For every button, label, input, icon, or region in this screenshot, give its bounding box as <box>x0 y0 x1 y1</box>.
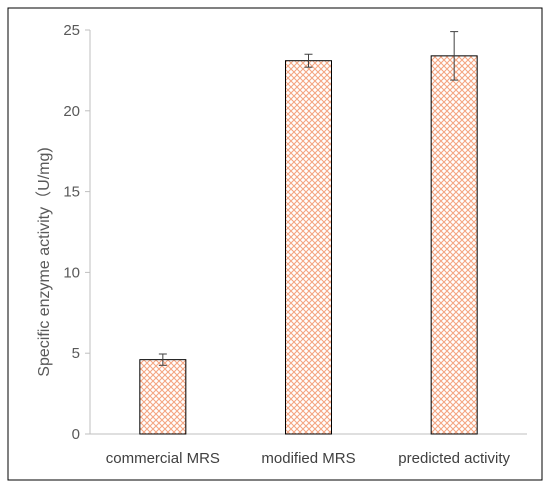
x-tick-label: modified MRS <box>261 450 355 467</box>
y-tick-label: 5 <box>72 345 80 362</box>
y-tick-label: 25 <box>63 22 80 39</box>
bar <box>285 60 332 435</box>
y-tick-label: 10 <box>63 264 80 281</box>
bar <box>430 55 478 435</box>
y-axis-title: Specific enzyme activity（U/mg) <box>35 147 53 376</box>
y-tick-label: 0 <box>72 426 80 443</box>
plot-area: 0 5 10 15 20 25 commercial MRS modified MRS pred… <box>63 22 527 467</box>
x-tick-label: predicted activity <box>398 450 510 467</box>
x-tick-label: commercial MRS <box>106 450 220 467</box>
bar <box>139 359 187 435</box>
y-tick-label: 15 <box>63 184 80 201</box>
y-tick-label: 20 <box>63 103 80 120</box>
